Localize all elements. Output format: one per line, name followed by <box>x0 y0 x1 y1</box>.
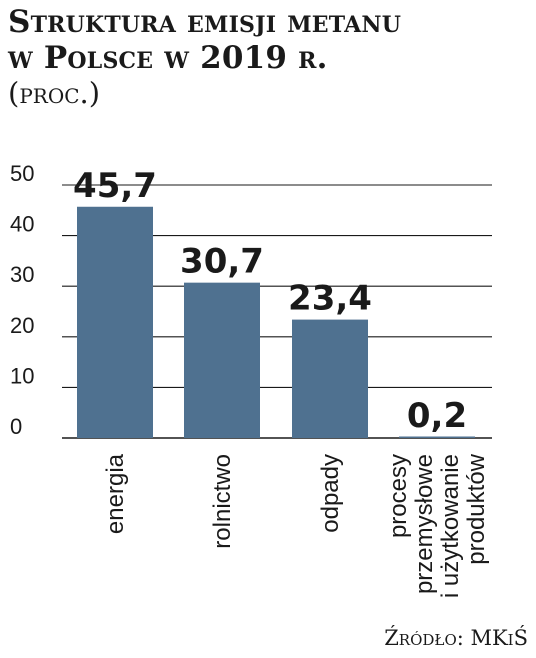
y-axis-ticks: 0 10 20 30 40 50 <box>10 161 34 439</box>
y-tick-label: 50 <box>10 161 34 186</box>
category-label: przemysłowe <box>411 454 438 594</box>
category-label: energia <box>102 453 129 534</box>
bar <box>184 282 260 438</box>
value-labels: 45,7 30,7 23,4 0,2 <box>73 166 467 436</box>
bar <box>77 206 153 438</box>
category-label: i użytkowanie <box>437 454 464 598</box>
value-label: 23,4 <box>288 279 372 319</box>
chart-subtitle: (proc.) <box>8 76 101 110</box>
y-tick-label: 30 <box>10 262 34 287</box>
y-tick-label: 0 <box>10 414 22 439</box>
y-tick-label: 40 <box>10 212 34 237</box>
category-label: odpady <box>317 454 344 533</box>
category-label: produktów <box>463 453 490 564</box>
chart-title-line-1: Struktura emisji metanu <box>8 4 402 40</box>
value-label: 30,7 <box>180 242 264 282</box>
value-label: 0,2 <box>407 396 467 436</box>
bars <box>77 206 475 438</box>
y-tick-label: 10 <box>10 363 34 388</box>
category-label: rolnictwo <box>209 454 236 549</box>
y-tick-label: 20 <box>10 313 34 338</box>
chart-title-line-2: w Polsce w 2019 r. <box>8 40 328 76</box>
category-label: procesy <box>385 454 412 538</box>
bar <box>399 436 475 438</box>
x-axis-categories: energia rolnictwo odpady procesy przemysłowe… <box>102 453 490 598</box>
value-label: 45,7 <box>73 166 157 206</box>
bar <box>292 319 368 438</box>
chart-title: Struktura emisji metanu w Polsce w 2019 … <box>8 4 528 76</box>
source-note: Źródło: MKiŚ <box>384 626 528 650</box>
